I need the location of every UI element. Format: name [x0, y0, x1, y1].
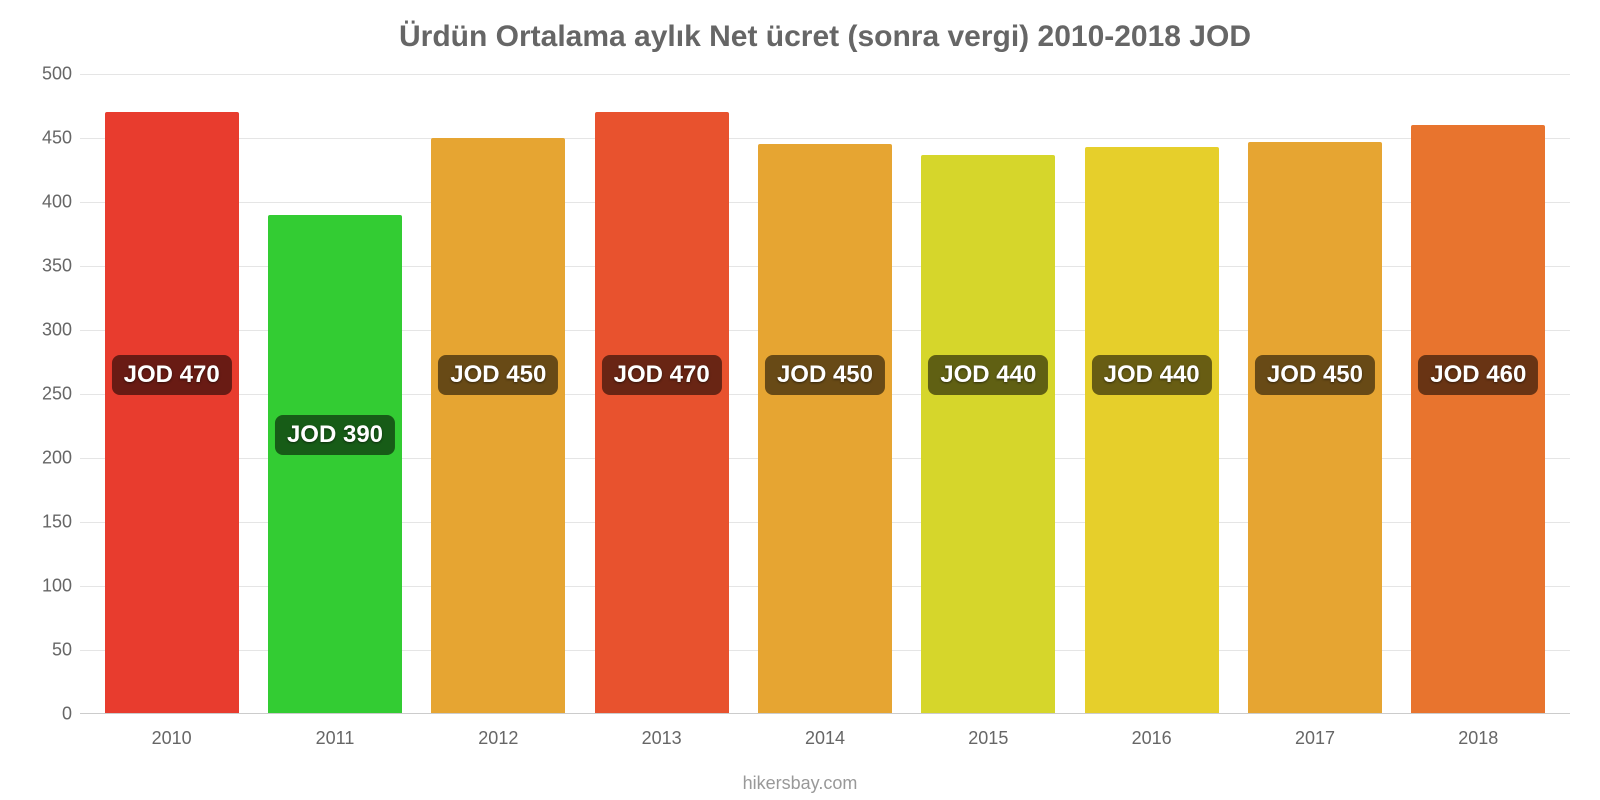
bar-slot: JOD 450	[1233, 74, 1396, 714]
bar	[758, 144, 892, 714]
source-label: hikersbay.com	[0, 773, 1600, 794]
bar-slot: JOD 440	[1070, 74, 1233, 714]
bar	[1411, 125, 1545, 714]
x-tick-label: 2013	[580, 728, 743, 749]
y-tick-label: 100	[42, 576, 72, 597]
bar-slot: JOD 440	[907, 74, 1070, 714]
bar-slot: JOD 470	[580, 74, 743, 714]
bar-value-label: JOD 470	[112, 355, 232, 395]
bar-value-label: JOD 450	[1255, 355, 1375, 395]
y-tick-label: 400	[42, 192, 72, 213]
bar-slot: JOD 460	[1397, 74, 1560, 714]
x-tick-label: 2010	[90, 728, 253, 749]
bar	[105, 112, 239, 714]
bars-area: JOD 470 JOD 390 JOD 450 JOD 470 JOD 450 JOD 4…	[80, 74, 1570, 714]
x-tick-label: 2012	[417, 728, 580, 749]
x-tick-label: 2011	[253, 728, 416, 749]
x-tick-label: 2014	[743, 728, 906, 749]
bar-slot: JOD 470	[90, 74, 253, 714]
bar	[268, 215, 402, 714]
x-axis-line	[80, 713, 1570, 714]
x-axis-labels: 201020112012201320142015201620172018	[80, 728, 1570, 749]
bar-slot: JOD 390	[253, 74, 416, 714]
y-axis: 050100150200250300350400450500	[30, 74, 80, 714]
bar-slot: JOD 450	[743, 74, 906, 714]
bar	[921, 155, 1055, 714]
bar	[1248, 142, 1382, 714]
bar-value-label: JOD 470	[602, 355, 722, 395]
chart-title: Ürdün Ortalama aylık Net ücret (sonra ve…	[80, 20, 1570, 54]
y-tick-label: 250	[42, 384, 72, 405]
plot-area: 050100150200250300350400450500 JOD 470JO…	[80, 74, 1570, 714]
x-tick-label: 2016	[1070, 728, 1233, 749]
bar-value-label: JOD 450	[438, 355, 558, 395]
bar-value-label: JOD 460	[1418, 355, 1538, 395]
bar-slot: JOD 450	[417, 74, 580, 714]
x-tick-label: 2015	[907, 728, 1070, 749]
y-tick-label: 300	[42, 320, 72, 341]
y-tick-label: 150	[42, 512, 72, 533]
bar	[1085, 147, 1219, 714]
x-tick-label: 2017	[1233, 728, 1396, 749]
y-tick-label: 50	[52, 640, 72, 661]
bar-value-label: JOD 390	[275, 415, 395, 455]
bar-value-label: JOD 450	[765, 355, 885, 395]
bar-value-label: JOD 440	[1092, 355, 1212, 395]
x-tick-label: 2018	[1397, 728, 1560, 749]
y-tick-label: 0	[62, 704, 72, 725]
y-tick-label: 350	[42, 256, 72, 277]
y-tick-label: 450	[42, 128, 72, 149]
y-tick-label: 200	[42, 448, 72, 469]
chart-container: Ürdün Ortalama aylık Net ücret (sonra ve…	[0, 0, 1600, 800]
bar	[431, 138, 565, 714]
bar-value-label: JOD 440	[928, 355, 1048, 395]
y-tick-label: 500	[42, 64, 72, 85]
bar	[595, 112, 729, 714]
